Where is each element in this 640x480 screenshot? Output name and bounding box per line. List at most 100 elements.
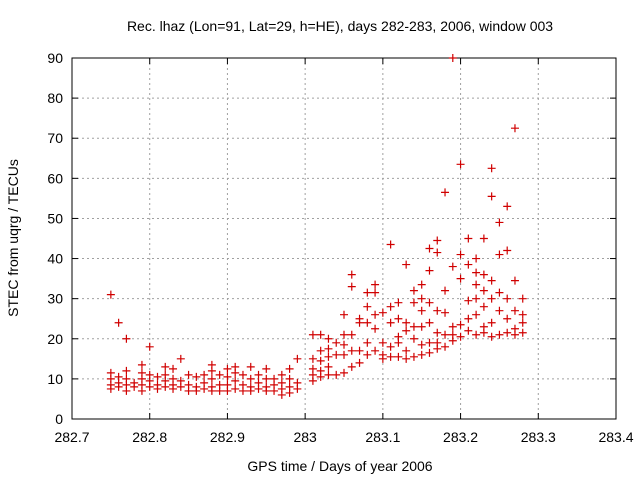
data-point: [347, 362, 356, 371]
data-point: [518, 318, 527, 327]
y-axis-title: STEC from uqrg / TECUs: [5, 159, 21, 317]
data-point: [238, 386, 247, 395]
data-point: [441, 286, 450, 295]
data-point: [231, 384, 240, 393]
data-point: [270, 386, 279, 395]
data-point: [425, 298, 434, 307]
data-point: [417, 306, 426, 315]
data-point: [456, 320, 465, 329]
data-point: [518, 328, 527, 337]
data-point: [207, 366, 216, 375]
x-tick-label: 283.1: [365, 429, 400, 445]
data-point: [324, 334, 333, 343]
data-point: [386, 318, 395, 327]
data-point: [137, 386, 146, 395]
data-point: [464, 314, 473, 323]
data-point: [495, 306, 504, 315]
data-point: [161, 362, 170, 371]
data-point: [207, 386, 216, 395]
data-point: [324, 344, 333, 353]
data-point: [448, 322, 457, 331]
data-point: [293, 384, 302, 393]
data-point: [355, 346, 364, 355]
data-point: [145, 382, 154, 391]
grid: [72, 58, 616, 419]
data-point: [394, 314, 403, 323]
y-tick-label: 30: [47, 291, 63, 307]
data-point: [433, 248, 442, 257]
data-point: [487, 276, 496, 285]
data-point: [394, 338, 403, 347]
y-axis: 0 10 20 30 40 50 60 70 80 90: [47, 50, 616, 427]
data-point: [153, 384, 162, 393]
x-axis: 282.7 282.8 282.9 283 283.1 283.2 283.3 283.4: [54, 58, 634, 445]
data-point: [448, 54, 457, 62]
data-point: [293, 354, 302, 363]
data-point: [246, 374, 255, 383]
data-point: [495, 250, 504, 259]
data-point: [332, 338, 341, 347]
data-point: [122, 334, 131, 343]
data-point: [472, 268, 481, 277]
data-point: [487, 294, 496, 303]
y-tick-label: 80: [47, 90, 63, 106]
data-point: [371, 288, 380, 297]
data-point: [223, 364, 232, 373]
data-point: [176, 382, 185, 391]
data-point: [503, 246, 512, 255]
data-point: [510, 276, 519, 285]
data-point: [106, 290, 115, 299]
x-tick-label: 282.8: [132, 429, 167, 445]
data-point: [402, 346, 411, 355]
y-tick-label: 10: [47, 371, 63, 387]
data-point: [409, 298, 418, 307]
data-point: [324, 352, 333, 361]
data-point: [394, 352, 403, 361]
data-point: [378, 354, 387, 363]
x-tick-label: 282.9: [210, 429, 245, 445]
data-point: [510, 330, 519, 339]
plot-frame: [71, 57, 617, 420]
data-point: [363, 288, 372, 297]
data-point: [409, 352, 418, 361]
data-point: [340, 310, 348, 319]
data-point: [355, 358, 364, 367]
y-tick-label: 40: [47, 251, 63, 267]
data-point: [262, 386, 271, 395]
data-point: [371, 280, 380, 289]
data-point: [285, 374, 294, 383]
data-point: [145, 342, 154, 351]
data-point: [246, 362, 255, 371]
data-point: [215, 370, 224, 379]
y-tick-label: 20: [47, 331, 63, 347]
data-point: [355, 318, 364, 327]
data-point: [510, 306, 519, 315]
data-point: [371, 324, 380, 333]
data-point: [254, 384, 263, 393]
data-point: [464, 296, 473, 305]
data-point: [332, 370, 341, 379]
data-point: [122, 386, 131, 395]
data-point: [433, 344, 442, 353]
data-point: [456, 274, 465, 283]
data-point: [402, 260, 411, 269]
data-point: [425, 318, 434, 327]
data-point: [472, 254, 481, 263]
data-point: [114, 318, 123, 327]
data-point: [200, 384, 209, 393]
data-point: [479, 270, 488, 279]
y-tick-label: 90: [47, 50, 63, 66]
data-point: [137, 360, 146, 369]
data-point: [479, 286, 488, 295]
data-point: [456, 250, 465, 259]
data-point: [402, 318, 411, 327]
data-point: [487, 332, 496, 341]
data-point: [441, 308, 450, 317]
data-point: [402, 354, 411, 363]
data-point: [417, 294, 426, 303]
data-point: [363, 350, 372, 359]
x-tick-label: 283: [293, 429, 317, 445]
data-point: [122, 366, 131, 375]
data-point: [433, 306, 442, 315]
